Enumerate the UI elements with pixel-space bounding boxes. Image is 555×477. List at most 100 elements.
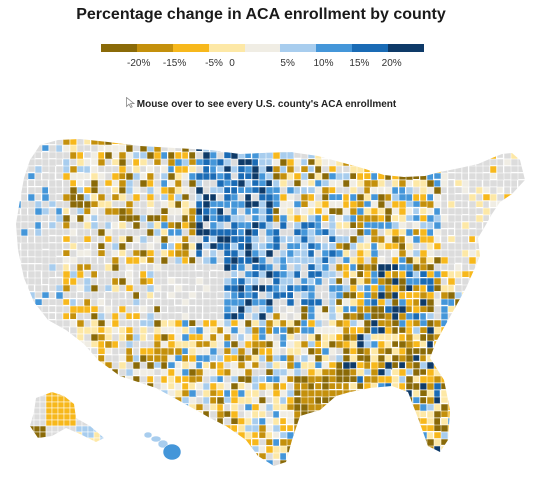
county-cell[interactable] (419, 235, 429, 244)
county-cell[interactable] (14, 326, 21, 334)
county-cell[interactable] (377, 333, 386, 341)
county-cell[interactable] (447, 445, 455, 454)
county-cell[interactable] (83, 228, 91, 237)
county-cell[interactable] (279, 291, 287, 299)
county-cell[interactable] (139, 186, 149, 194)
county-cell[interactable] (398, 410, 406, 418)
county-cell[interactable] (251, 438, 260, 446)
county-cell[interactable] (433, 193, 441, 202)
county-cell[interactable] (69, 214, 77, 223)
county-cell[interactable] (153, 200, 162, 210)
county-cell[interactable] (160, 144, 169, 152)
county-cell[interactable] (48, 172, 56, 181)
county-cell[interactable] (237, 179, 246, 188)
county-cell[interactable] (90, 445, 99, 454)
county-cell[interactable] (342, 214, 351, 222)
county-cell[interactable] (321, 445, 330, 453)
county-cell[interactable] (489, 326, 497, 334)
county-cell[interactable] (510, 284, 519, 293)
county-cell[interactable] (153, 312, 162, 320)
county-cell[interactable] (419, 424, 428, 432)
county-cell[interactable] (335, 186, 344, 194)
county-cell[interactable] (335, 214, 343, 222)
county-cell[interactable] (209, 200, 219, 208)
county-cell[interactable] (461, 165, 469, 174)
county-cell[interactable] (524, 277, 532, 285)
county-cell[interactable] (153, 228, 161, 238)
county-cell[interactable] (356, 319, 364, 327)
county-cell[interactable] (426, 312, 435, 320)
county-cell[interactable] (412, 347, 421, 355)
county-cell[interactable] (440, 424, 449, 433)
county-cell[interactable] (51, 413, 59, 421)
county-cell[interactable] (111, 438, 121, 446)
county-cell[interactable] (20, 326, 28, 335)
county-cell[interactable] (272, 200, 281, 208)
county-cell[interactable] (328, 144, 337, 153)
county-cell[interactable] (90, 375, 100, 384)
county-cell[interactable] (27, 375, 36, 384)
county-cell[interactable] (251, 256, 260, 264)
county-cell[interactable] (517, 235, 526, 245)
county-cell[interactable] (510, 417, 519, 426)
county-cell[interactable] (181, 228, 190, 237)
county-cell[interactable] (111, 312, 119, 321)
county-cell[interactable] (55, 459, 64, 467)
county-cell[interactable] (279, 235, 287, 244)
county-cell[interactable] (244, 312, 253, 320)
county-cell[interactable] (216, 326, 224, 334)
county-cell[interactable] (167, 221, 175, 229)
county-cell[interactable] (90, 305, 99, 313)
county-cell[interactable] (209, 312, 217, 321)
county-cell[interactable] (398, 242, 406, 252)
county-cell[interactable] (314, 375, 324, 383)
county-cell[interactable] (454, 221, 462, 231)
county-cell[interactable] (181, 382, 189, 391)
county-cell[interactable] (349, 361, 357, 369)
county-cell[interactable] (455, 467, 461, 474)
county-cell[interactable] (48, 361, 57, 370)
county-cell[interactable] (335, 242, 344, 250)
county-cell[interactable] (440, 186, 448, 194)
county-cell[interactable] (510, 333, 518, 343)
county-cell[interactable] (398, 263, 407, 271)
county-cell[interactable] (83, 221, 92, 231)
county-cell[interactable] (223, 263, 231, 272)
county-cell[interactable] (510, 242, 518, 250)
county-cell[interactable] (125, 319, 133, 328)
county-cell[interactable] (342, 431, 352, 440)
county-cell[interactable] (405, 138, 414, 146)
county-cell[interactable] (111, 172, 120, 181)
county-cell[interactable] (69, 347, 77, 356)
county-cell[interactable] (272, 298, 281, 308)
county-cell[interactable] (41, 214, 49, 222)
county-cell[interactable] (335, 284, 344, 292)
county-cell[interactable] (398, 389, 406, 398)
county-cell[interactable] (237, 312, 245, 320)
county-cell[interactable] (139, 354, 147, 363)
county-cell[interactable] (412, 214, 421, 222)
county-cell[interactable] (398, 186, 406, 195)
county-cell[interactable] (475, 431, 485, 441)
county-cell[interactable] (461, 417, 471, 426)
county-cell[interactable] (440, 445, 449, 453)
county-cell[interactable] (273, 467, 280, 475)
county-cell[interactable] (524, 207, 532, 216)
county-cell[interactable] (132, 263, 140, 272)
county-cell[interactable] (34, 319, 44, 328)
county-cell[interactable] (251, 396, 260, 404)
county-cell[interactable] (419, 340, 427, 348)
county-cell[interactable] (188, 256, 196, 264)
county-cell[interactable] (90, 382, 99, 392)
county-cell[interactable] (174, 235, 182, 243)
county-cell[interactable] (279, 144, 288, 153)
county-cell[interactable] (90, 312, 98, 320)
county-cell[interactable] (391, 144, 401, 153)
county-cell[interactable] (167, 291, 176, 299)
county-cell[interactable] (489, 452, 497, 461)
county-cell[interactable] (244, 459, 253, 467)
county-cell[interactable] (349, 424, 358, 432)
county-cell[interactable] (496, 347, 505, 357)
county-cell[interactable] (62, 354, 70, 362)
county-cell[interactable] (384, 200, 393, 210)
